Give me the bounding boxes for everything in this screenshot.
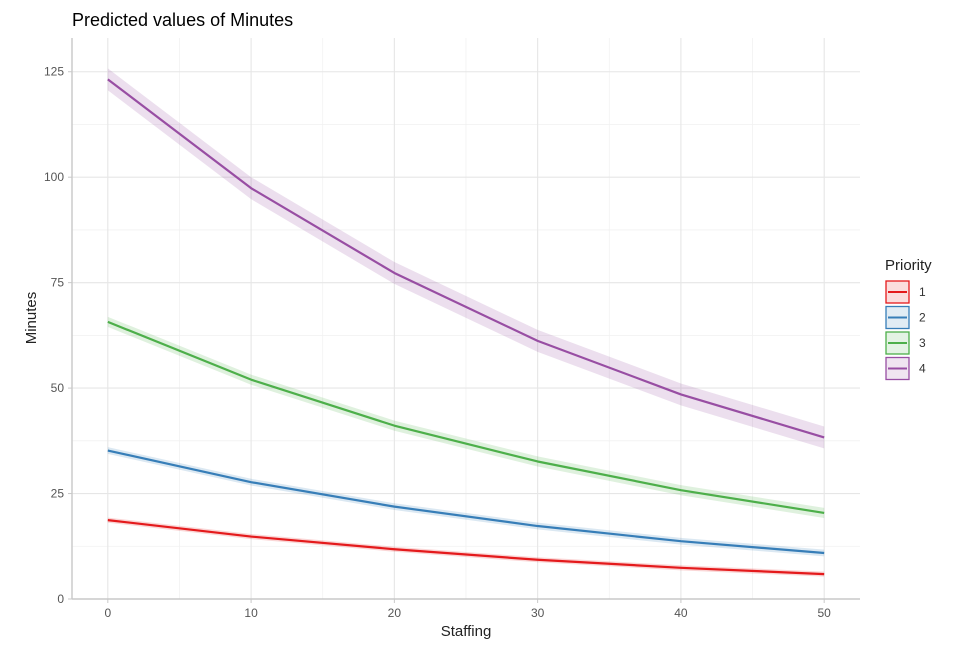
- series-lines: [107, 78, 825, 576]
- legend-item-priority-1: 1: [885, 280, 926, 304]
- x-tick-label: 20: [388, 606, 402, 620]
- y-tick-label: 100: [44, 170, 64, 184]
- legend-label: 2: [919, 311, 926, 325]
- legend: Priority 1 2 3 4: [885, 257, 932, 381]
- ci-ribbon-priority-2: [107, 447, 825, 557]
- y-tick-label: 50: [51, 381, 65, 395]
- y-axis-title: Minutes: [23, 292, 40, 345]
- x-tick-label: 30: [531, 606, 545, 620]
- series-line-priority-3: [107, 320, 825, 515]
- y-tick-label: 0: [57, 592, 64, 606]
- x-axis-title: Staffing: [441, 623, 492, 640]
- ci-ribbon-priority-4: [107, 68, 825, 449]
- legend-item-priority-4: 4: [885, 356, 926, 381]
- ci-ribbon-priority-3: [107, 316, 825, 519]
- chart-title: Predicted values of Minutes: [72, 10, 293, 30]
- series-line-priority-4: [107, 78, 825, 439]
- legend-item-priority-2: 2: [885, 305, 926, 330]
- y-tick-label: 75: [51, 276, 65, 290]
- x-tick-label: 50: [818, 606, 832, 620]
- tick-labels: 0 10 20 30 40 50 0 25 50 75 100 125: [44, 65, 831, 620]
- series-line-priority-1: [107, 519, 825, 576]
- legend-item-priority-3: 3: [885, 331, 926, 355]
- x-tick-label: 40: [674, 606, 688, 620]
- x-tick-label: 10: [244, 606, 258, 620]
- y-tick-label: 25: [51, 487, 65, 501]
- legend-title: Priority: [885, 257, 932, 274]
- legend-label: 4: [919, 362, 926, 376]
- y-tick-label: 125: [44, 65, 64, 79]
- legend-label: 1: [919, 285, 926, 299]
- series-line-priority-2: [107, 449, 825, 555]
- axes: [68, 38, 860, 603]
- legend-label: 3: [919, 336, 926, 350]
- x-tick-label: 0: [104, 606, 111, 620]
